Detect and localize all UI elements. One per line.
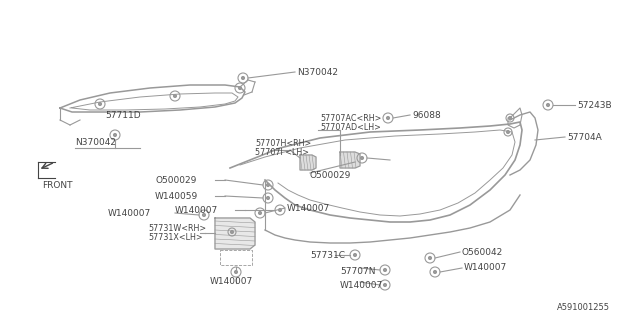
Text: 57731C: 57731C [310, 251, 345, 260]
Text: 57731X<LH>: 57731X<LH> [148, 233, 203, 242]
Circle shape [113, 133, 116, 137]
Text: 57731W<RH>: 57731W<RH> [148, 223, 206, 233]
Text: N370042: N370042 [297, 68, 338, 76]
Circle shape [173, 94, 177, 98]
Text: O500029: O500029 [155, 175, 196, 185]
Text: W140007: W140007 [175, 205, 218, 214]
Circle shape [241, 76, 244, 79]
Circle shape [259, 212, 262, 214]
Circle shape [506, 131, 509, 133]
Circle shape [509, 116, 511, 119]
Circle shape [547, 103, 550, 107]
Text: 57711D: 57711D [105, 110, 141, 119]
Circle shape [433, 270, 436, 274]
Text: 57704A: 57704A [567, 132, 602, 141]
Polygon shape [215, 218, 255, 249]
Circle shape [429, 257, 431, 260]
Text: 57707AD<LH>: 57707AD<LH> [320, 123, 381, 132]
Text: O560042: O560042 [462, 247, 503, 257]
Text: N370042: N370042 [75, 138, 116, 147]
Text: W140059: W140059 [155, 191, 198, 201]
Text: A591001255: A591001255 [557, 303, 610, 312]
Text: 57243B: 57243B [577, 100, 612, 109]
Circle shape [353, 253, 356, 257]
Circle shape [360, 156, 364, 159]
Text: 57707AC<RH>: 57707AC<RH> [320, 114, 381, 123]
Circle shape [234, 270, 237, 274]
Text: 57707H<RH>: 57707H<RH> [255, 139, 311, 148]
Circle shape [278, 209, 282, 212]
Text: O500029: O500029 [310, 171, 351, 180]
Text: 57707N: 57707N [340, 268, 376, 276]
Circle shape [266, 183, 269, 187]
Circle shape [266, 196, 269, 199]
Text: 57707I <LH>: 57707I <LH> [255, 148, 309, 156]
Circle shape [383, 284, 387, 286]
Text: W140007: W140007 [210, 277, 253, 286]
Text: W140007: W140007 [108, 209, 151, 218]
Circle shape [387, 116, 390, 119]
Text: W140007: W140007 [340, 281, 383, 290]
Circle shape [239, 86, 241, 90]
Text: W140007: W140007 [464, 263, 508, 273]
Text: 96088: 96088 [412, 110, 441, 119]
Circle shape [99, 102, 102, 106]
Circle shape [230, 230, 234, 234]
Polygon shape [340, 152, 360, 168]
Text: FRONT: FRONT [42, 180, 72, 189]
Text: W140007: W140007 [287, 204, 330, 212]
Circle shape [202, 213, 205, 217]
Circle shape [383, 268, 387, 271]
Polygon shape [300, 155, 316, 170]
